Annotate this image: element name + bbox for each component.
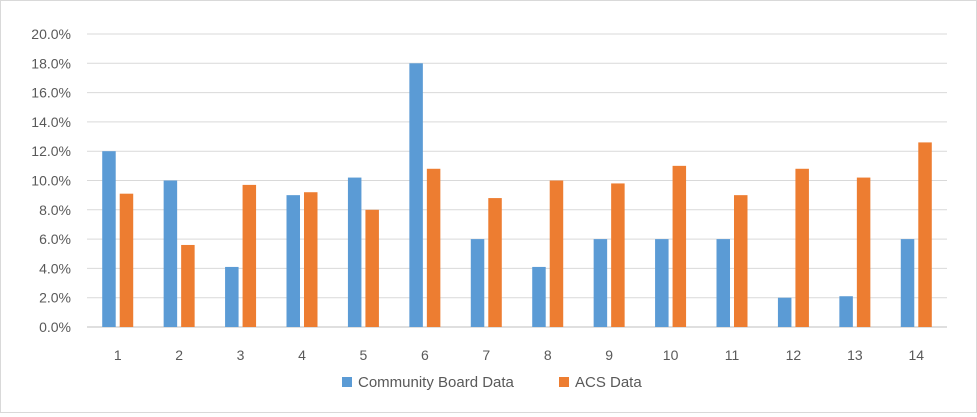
bar-acs-12 xyxy=(795,168,809,327)
bar-community-board-1 xyxy=(102,151,116,327)
bar-community-board-14 xyxy=(900,239,915,327)
bar-acs-9 xyxy=(611,183,625,327)
legend-swatch-community-board xyxy=(342,377,352,387)
bar-acs-2 xyxy=(181,244,195,327)
y-tick-label: 4.0% xyxy=(39,260,71,276)
legend-swatch-acs xyxy=(559,377,569,387)
y-tick-label: 2.0% xyxy=(39,290,71,306)
bar-community-board-12 xyxy=(777,297,792,327)
legend-label-community-board: Community Board Data xyxy=(358,374,515,391)
gridlines xyxy=(87,33,947,328)
bar-acs-13 xyxy=(856,177,871,327)
y-tick-label: 8.0% xyxy=(39,202,71,218)
y-tick-label: 20.0% xyxy=(31,26,71,42)
bar-acs-10 xyxy=(672,165,687,327)
bar-acs-8 xyxy=(549,180,564,327)
bar-community-board-6 xyxy=(409,63,423,328)
bar-community-board-4 xyxy=(286,195,300,327)
x-tick-label: 10 xyxy=(663,347,679,363)
bar-acs-3 xyxy=(242,184,257,327)
y-tick-label: 16.0% xyxy=(31,85,71,101)
bar-acs-11 xyxy=(734,195,748,327)
bar-acs-7 xyxy=(488,198,502,327)
bar-acs-5 xyxy=(365,209,379,327)
bar-acs-14 xyxy=(918,142,932,327)
bar-community-board-13 xyxy=(839,296,853,327)
x-tick-label: 4 xyxy=(298,347,306,363)
x-tick-label: 2 xyxy=(175,347,183,363)
bar-community-board-11 xyxy=(716,239,730,327)
x-tick-label: 3 xyxy=(237,347,245,363)
y-tick-label: 6.0% xyxy=(39,231,71,247)
legend-label-acs: ACS Data xyxy=(575,374,642,391)
y-tick-label: 18.0% xyxy=(31,55,71,71)
bar-community-board-3 xyxy=(225,266,239,327)
x-tick-label: 12 xyxy=(786,347,802,363)
bar-community-board-10 xyxy=(655,239,669,327)
bar-community-board-8 xyxy=(532,266,546,327)
x-axis-ticks: 1 2 3 4 5 6 7 8 9 10 11 12 13 14 xyxy=(114,347,924,363)
x-tick-label: 9 xyxy=(605,347,613,363)
x-tick-label: 11 xyxy=(725,347,740,363)
x-tick-label: 7 xyxy=(482,347,490,363)
x-tick-label: 6 xyxy=(421,347,429,363)
x-tick-label: 1 xyxy=(114,347,122,363)
y-tick-label: 10.0% xyxy=(31,173,71,189)
bar-acs-4 xyxy=(304,192,318,327)
x-tick-label: 8 xyxy=(544,347,552,363)
y-axis-ticks: 0.0% 2.0% 4.0% 6.0% 8.0% 10.0% 12.0% 14.0% 16.0%… xyxy=(31,26,71,335)
bar-acs-1 xyxy=(119,193,134,327)
y-tick-label: 0.0% xyxy=(39,319,71,335)
bars xyxy=(102,63,932,328)
bar-community-board-5 xyxy=(347,177,362,327)
y-tick-label: 14.0% xyxy=(31,114,71,130)
x-tick-label: 5 xyxy=(360,347,368,363)
bar-community-board-7 xyxy=(470,239,485,327)
x-tick-label: 14 xyxy=(908,347,924,363)
y-tick-label: 12.0% xyxy=(31,143,71,159)
bar-acs-6 xyxy=(426,168,441,327)
bar-community-board-9 xyxy=(593,239,608,327)
bar-community-board-2 xyxy=(163,180,178,327)
legend: Community Board Data ACS Data xyxy=(342,374,642,391)
x-tick-label: 13 xyxy=(847,347,863,363)
